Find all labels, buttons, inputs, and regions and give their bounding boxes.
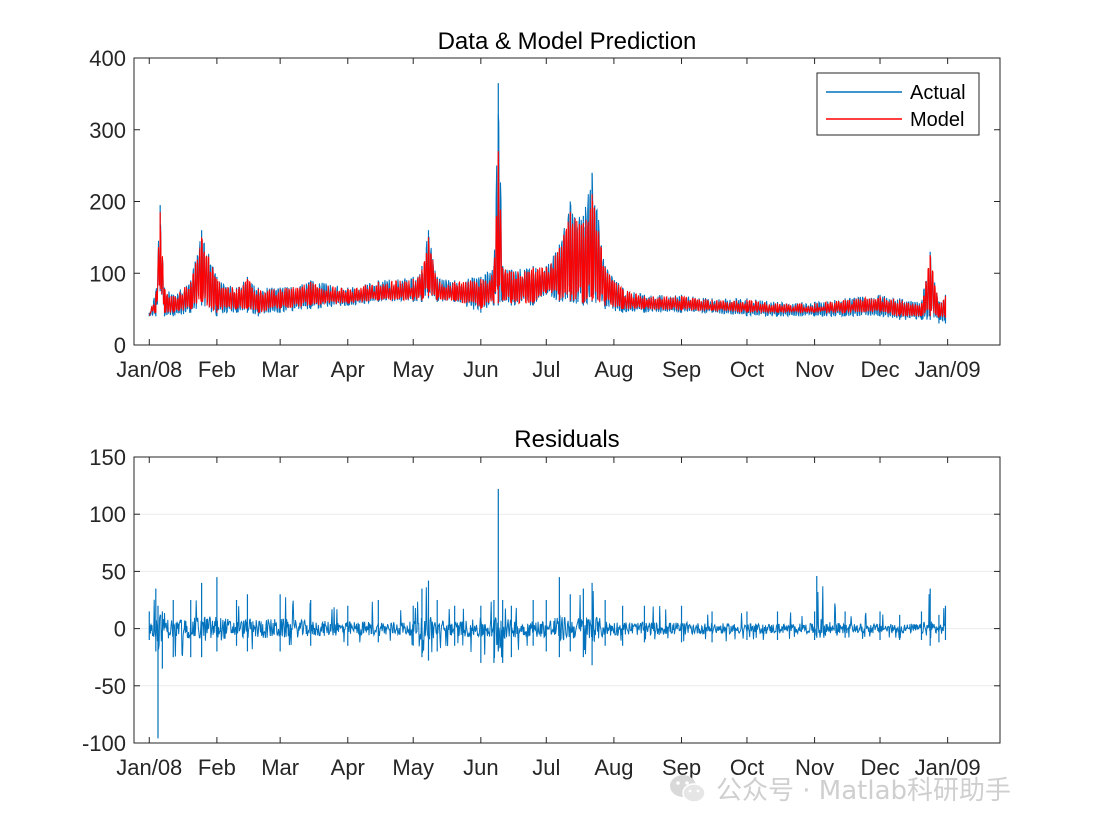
residuals-axes: Residuals -100 -50 0 50 100 150 Jan/08 Feb Mar A…: [82, 426, 1001, 780]
y-tick-label: -50: [94, 674, 126, 699]
legend: Actual Model: [816, 72, 980, 136]
legend-model-label: Model: [910, 109, 964, 131]
axes1-title: Data & Model Prediction: [438, 28, 697, 55]
x-tick-label: Sep: [662, 357, 701, 382]
x-tick-label: Feb: [198, 357, 236, 382]
y-tick-label: 100: [89, 261, 126, 286]
y-tick-label: 300: [89, 118, 126, 143]
x-tick-label: Jan/09: [915, 357, 981, 382]
x-tick-label: Nov: [795, 357, 834, 382]
legend-actual-label: Actual: [910, 82, 966, 104]
x-tick-label: Jan/08: [116, 357, 182, 382]
y-tick-label: 100: [89, 502, 126, 527]
x-tick-label: Oct: [730, 755, 764, 780]
y-tick-label: 400: [89, 46, 126, 71]
y-tick-label: 50: [102, 559, 126, 584]
data-model-axes: Data & Model Prediction 0 100 200 300 400 Ja…: [89, 28, 1001, 382]
x-tick-label: Jun: [463, 357, 498, 382]
x-tick-label: Aug: [594, 755, 633, 780]
x-tick-label: Jun: [463, 755, 498, 780]
y-tick-label: 200: [89, 190, 126, 215]
x-tick-label: Jan/08: [116, 755, 182, 780]
y-tick-label: -100: [82, 731, 126, 756]
x-tick-label: Jan/09: [915, 755, 981, 780]
y-tick-label: 0: [114, 333, 126, 358]
watermark: 公众号 · Matlab科研助手: [668, 770, 1011, 807]
x-tick-label: Aug: [594, 357, 633, 382]
wechat-icon: [670, 774, 706, 803]
x-tick-label: May: [392, 357, 434, 382]
residual-line: [148, 586, 946, 659]
x-tick-label: Mar: [261, 357, 299, 382]
x-tick-label: Feb: [198, 755, 236, 780]
x-tick-label: Nov: [795, 755, 834, 780]
x-tick-label: Jul: [532, 357, 560, 382]
legend-box: [816, 72, 980, 136]
y-tick-label: 0: [114, 617, 126, 642]
x-tick-label: Apr: [331, 755, 365, 780]
series-line-model: [148, 155, 946, 318]
x-tick-label: Jul: [532, 755, 560, 780]
y-tick-label: 150: [89, 445, 126, 470]
x-tick-label: Dec: [860, 755, 899, 780]
x-tick-label: Oct: [730, 357, 764, 382]
x-tick-label: Dec: [860, 357, 899, 382]
x-tick-label: Mar: [261, 755, 299, 780]
axes2-title: Residuals: [514, 426, 619, 453]
watermark-text: 公众号 · Matlab科研助手: [716, 776, 1012, 806]
axes2-box: [133, 456, 1001, 744]
x-tick-label: May: [392, 755, 434, 780]
x-tick-label: Apr: [331, 357, 365, 382]
